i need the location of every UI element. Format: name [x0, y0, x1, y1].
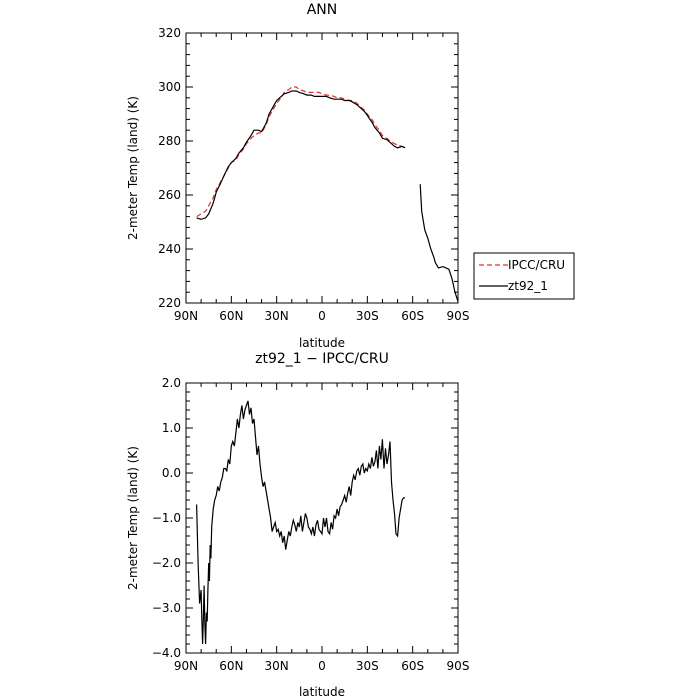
y-tick-label: 1.0	[162, 421, 181, 435]
legend: IPCC/CRU zt92_1	[473, 252, 575, 300]
series-line-zt92-1	[196, 90, 459, 302]
x-axis-title: latitude	[299, 336, 345, 350]
x-tick-label: 90S	[447, 659, 470, 673]
legend-label: zt92_1	[508, 279, 548, 293]
bottom-panel-temperature-difference: zt92_1 − IPCC/CRU 90N 60N 30N 0 30S 60S 90S −4.0…	[126, 351, 469, 699]
y-tick-label: −1.0	[152, 511, 181, 525]
y-tick-label: −2.0	[152, 556, 181, 570]
x-tick-label: 60S	[401, 309, 424, 323]
x-tick-label: 30N	[265, 659, 289, 673]
series-line-difference	[196, 400, 406, 645]
x-tick-label: 0	[318, 309, 326, 323]
y-tick-label: 320	[158, 26, 181, 40]
x-tick-label: 90N	[174, 309, 198, 323]
x-tick-label: 90S	[447, 309, 470, 323]
x-tick-label: 30N	[265, 309, 289, 323]
x-tick-label: 0	[318, 659, 326, 673]
y-tick-label: 300	[158, 80, 181, 94]
chart-title: zt92_1 − IPCC/CRU	[255, 351, 389, 367]
y-tick-label: 280	[158, 134, 181, 148]
plot-frame	[185, 382, 459, 654]
y-tick-label: 260	[158, 188, 181, 202]
y-tick-label: −4.0	[152, 646, 181, 660]
plot-frame	[185, 32, 459, 304]
x-tick-label: 30S	[356, 659, 379, 673]
y-tick-label: 240	[158, 242, 181, 256]
y-tick-label: 2.0	[162, 376, 181, 390]
x-tick-label: 60N	[219, 309, 243, 323]
y-tick-label: 0.0	[162, 466, 181, 480]
top-panel-annual-temperature: ANN 90N 60N 30N 0 30S 60S 90S 220 240 260 280 300 320…	[126, 2, 575, 350]
y-axis-title: 2-meter Temp (land) (K)	[126, 446, 140, 590]
x-axis-title: latitude	[299, 685, 345, 699]
x-tick-label: 30S	[356, 309, 379, 323]
x-tick-label: 60S	[401, 659, 424, 673]
series-line-ipcc-cru	[196, 86, 406, 218]
chart-title: ANN	[307, 2, 338, 18]
x-tick-label: 60N	[219, 659, 243, 673]
legend-label: IPCC/CRU	[508, 258, 565, 272]
x-tick-label: 90N	[174, 659, 198, 673]
y-tick-label: 220	[158, 296, 181, 310]
y-tick-label: −3.0	[152, 601, 181, 615]
y-axis-title: 2-meter Temp (land) (K)	[126, 96, 140, 240]
legend-box	[473, 252, 575, 300]
